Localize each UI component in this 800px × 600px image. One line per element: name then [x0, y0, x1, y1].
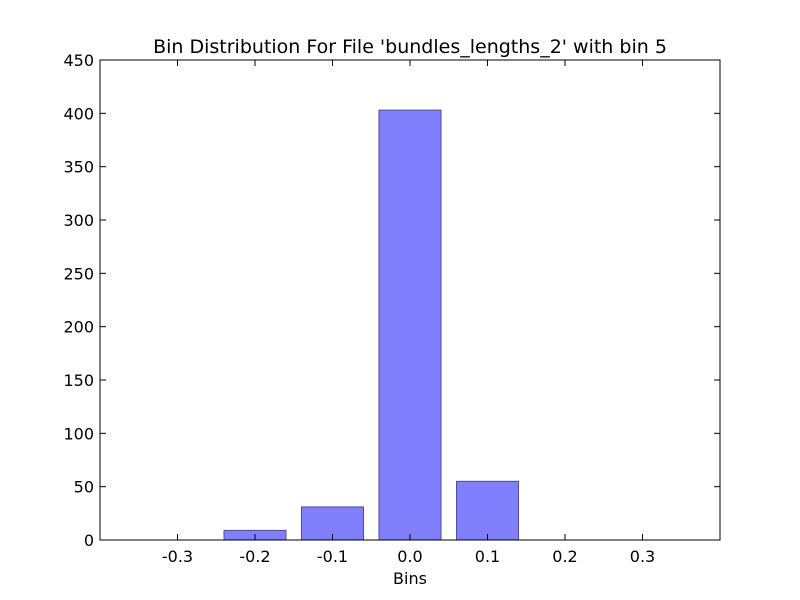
x-tick-label: 0.3: [630, 547, 655, 566]
bar-0.1: [456, 480, 519, 541]
x-tick-label: 0.2: [552, 547, 577, 566]
bars: [223, 109, 519, 541]
y-tick-label: 350: [63, 158, 94, 177]
y-tick-label: 50: [74, 478, 94, 497]
y-tick-label: 200: [63, 318, 94, 337]
x-axis: -0.3 -0.2 -0.1 0.0 0.1 0.2 0.3: [162, 60, 655, 566]
y-tick-label: 150: [63, 371, 94, 390]
x-tick-label: 0.0: [397, 547, 422, 566]
x-axis-label: Bins: [393, 569, 427, 588]
y-tick-label: 300: [63, 211, 94, 230]
y-tick-label: 100: [63, 424, 94, 443]
x-tick-label: -0.2: [239, 547, 270, 566]
bar-0.0: [378, 109, 442, 541]
x-tick-label: -0.3: [162, 547, 193, 566]
chart-title: Bin Distribution For File 'bundles_lengt…: [153, 36, 667, 58]
y-tick-label: 450: [63, 51, 94, 70]
x-tick-label: -0.1: [317, 547, 348, 566]
y-tick-label: 0: [84, 531, 94, 550]
y-tick-label: 250: [63, 264, 94, 283]
y-axis: 0 50 100 150 200 250 300 350 400 450: [63, 51, 720, 550]
y-tick-label: 400: [63, 104, 94, 123]
x-tick-label: 0.1: [475, 547, 500, 566]
